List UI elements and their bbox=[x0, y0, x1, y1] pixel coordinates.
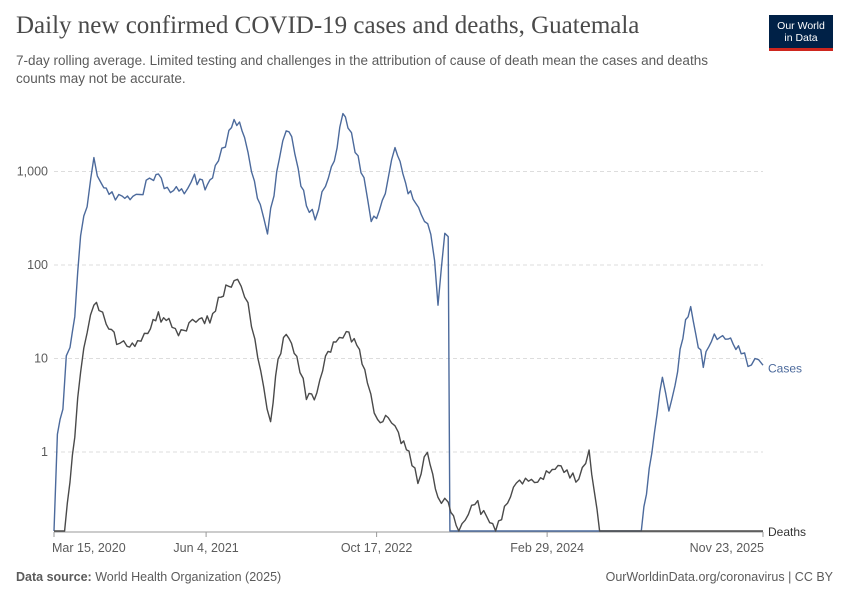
y-tick-label: 10 bbox=[34, 352, 48, 366]
x-tick-label: Feb 29, 2024 bbox=[510, 541, 584, 555]
series-line-deaths bbox=[54, 278, 763, 532]
data-source-label: Data source: bbox=[16, 570, 92, 584]
x-tick-label: Oct 17, 2022 bbox=[341, 541, 413, 555]
footer-link[interactable]: OurWorldinData.org/coronavirus | CC BY bbox=[605, 570, 833, 584]
y-tick-label: 100 bbox=[27, 258, 48, 272]
y-tick-label: 1,000 bbox=[17, 165, 48, 179]
data-source: Data source: World Health Organization (… bbox=[16, 570, 281, 584]
y-tick-label: 1 bbox=[41, 445, 48, 459]
label-layer: Cases Deaths bbox=[768, 362, 806, 539]
series-label-cases: Cases bbox=[768, 362, 802, 376]
chart-subtitle: 7-day rolling average. Limited testing a… bbox=[16, 53, 708, 86]
series-layer bbox=[53, 112, 764, 532]
owid-logo[interactable]: Our World in Data bbox=[769, 15, 833, 51]
x-tick-label: Jun 4, 2021 bbox=[173, 541, 238, 555]
series-label-deaths: Deaths bbox=[768, 525, 806, 539]
x-tick-label: Mar 15, 2020 bbox=[52, 541, 126, 555]
series-line-cases bbox=[53, 112, 764, 532]
logo-line-2: in Data bbox=[784, 32, 818, 44]
x-tick-label: Nov 23, 2025 bbox=[690, 541, 764, 555]
x-axis: Mar 15, 2020 Jun 4, 2021 Oct 17, 2022 Feb 2… bbox=[52, 531, 764, 555]
chart-title: Daily new confirmed COVID-19 cases and d… bbox=[16, 12, 640, 39]
data-source-value[interactable]: World Health Organization (2025) bbox=[95, 570, 282, 584]
grid-layer: 1 10 100 1,000 bbox=[17, 165, 763, 459]
logo-line-1: Our World bbox=[777, 20, 825, 32]
